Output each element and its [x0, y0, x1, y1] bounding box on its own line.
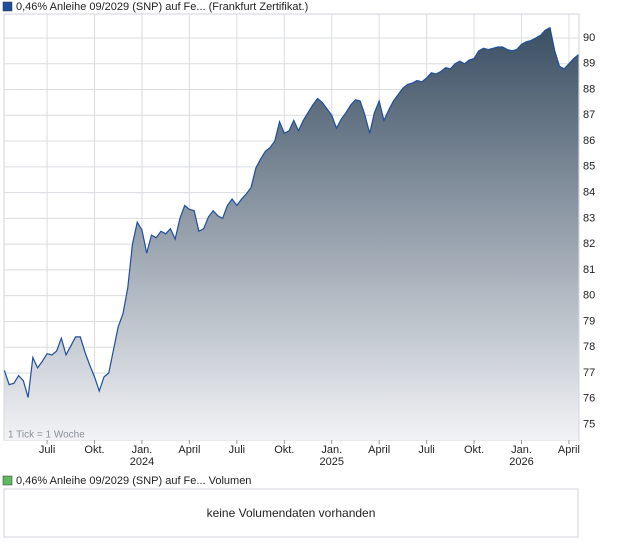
y-tick-label: 78 — [583, 341, 595, 353]
x-tick-label: April — [178, 444, 200, 456]
y-tick-label: 75 — [583, 418, 595, 430]
y-tick-label: 80 — [583, 290, 595, 302]
legend-label: 0,46% Anleihe 09/2029 (SNP) auf Fe... Vo… — [16, 475, 251, 487]
y-tick-label: 86 — [583, 135, 595, 147]
x-tick-label: Jan. — [511, 444, 532, 456]
x-tick-label: Okt. — [274, 444, 294, 456]
y-tick-label: 82 — [583, 238, 595, 250]
x-tick-label: Juli — [418, 444, 435, 456]
x-tick-sublabel: 2024 — [130, 456, 154, 468]
x-tick-label: Okt. — [464, 444, 484, 456]
y-tick-label: 85 — [583, 161, 595, 173]
x-tick-sublabel: 2026 — [509, 456, 533, 468]
y-tick-label: 77 — [583, 367, 595, 379]
tick-note: 1 Tick = 1 Woche — [8, 430, 85, 441]
legend-swatch — [2, 1, 13, 12]
y-tick-label: 89 — [583, 58, 595, 70]
y-tick-label: 81 — [583, 264, 595, 276]
x-tick-label: Jan. — [132, 444, 153, 456]
x-tick-label: Jan. — [321, 444, 342, 456]
line — [3, 26, 579, 398]
x-tick-label: April — [368, 444, 390, 456]
x-tick-sublabel: 2025 — [319, 456, 343, 468]
y-tick-label: 76 — [583, 393, 595, 405]
volume-message: keine Volumendaten vorhanden — [207, 506, 376, 520]
y-tick-label: 90 — [583, 32, 595, 44]
y-tick-label: 79 — [583, 315, 595, 327]
y-tick-label: 83 — [583, 212, 595, 224]
y-tick-label: 87 — [583, 109, 595, 121]
x-tick-label: Okt. — [84, 444, 104, 456]
y-tick-label: 84 — [583, 187, 595, 199]
x-tick-label: April — [558, 444, 580, 456]
volume-panel — [3, 488, 579, 538]
x-tick-label: Juli — [39, 444, 56, 456]
legend-label: 0,46% Anleihe 09/2029 (SNP) auf Fe... (F… — [16, 1, 308, 13]
y-tick-label: 88 — [583, 83, 595, 95]
x-tick-label: Juli — [229, 444, 246, 456]
area — [4, 27, 579, 440]
legend-swatch — [2, 475, 13, 486]
